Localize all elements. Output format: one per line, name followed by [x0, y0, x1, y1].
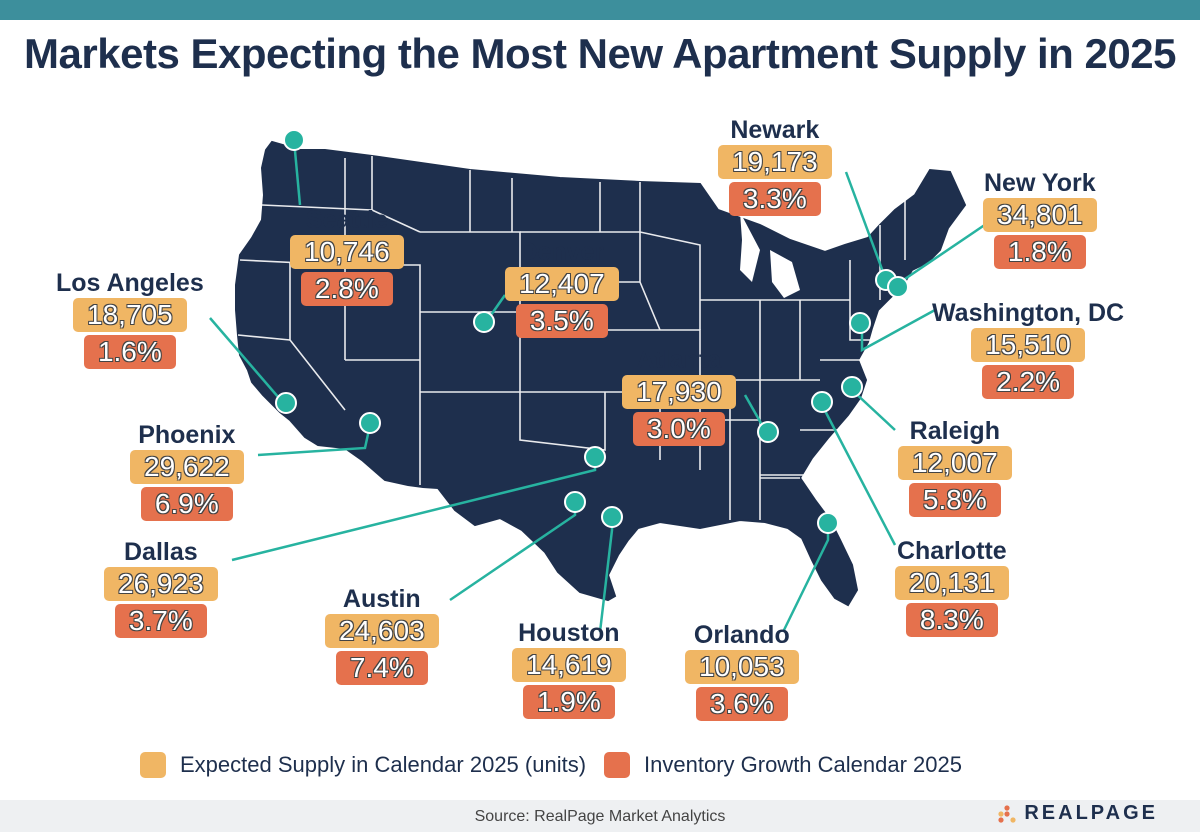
- city-name: Dallas: [123, 538, 198, 566]
- pin-atlanta: [757, 421, 779, 443]
- supply-badge: 29,622: [130, 450, 244, 484]
- growth-badge: 8.3%: [905, 603, 998, 637]
- realpage-dots-icon: [998, 804, 1016, 823]
- supply-badge: 34,801: [983, 198, 1097, 232]
- growth-badge: 1.6%: [83, 335, 176, 369]
- pin-dallas: [584, 446, 606, 468]
- pins: [275, 129, 909, 534]
- city-name: Houston: [518, 619, 620, 647]
- market-label-washington-dc: Washington, DC 15,510 2.2%: [932, 298, 1124, 399]
- legend: Expected Supply in Calendar 2025 (units)…: [140, 752, 962, 778]
- growth-badge: 5.8%: [908, 483, 1001, 517]
- city-name: Washington, DC: [932, 299, 1125, 327]
- supply-badge: 10,053: [685, 650, 799, 684]
- city-name: New York: [984, 169, 1096, 197]
- city-name: Phoenix: [138, 421, 236, 449]
- pin-houston: [601, 506, 623, 528]
- supply-badge: 19,173: [718, 145, 832, 179]
- leader-los-angeles: [209, 317, 286, 406]
- growth-badge: 6.9%: [140, 487, 233, 521]
- leader-newark: [844, 171, 888, 281]
- market-label-new-york: New York 34,801 1.8%: [983, 168, 1097, 269]
- leader-new-york: [895, 218, 993, 287]
- market-label-austin: Austin 24,603 7.4%: [325, 584, 439, 685]
- growth-badge: 2.2%: [982, 365, 1074, 399]
- market-label-phoenix: Phoenix 29,622 6.9%: [130, 420, 244, 521]
- growth-badge: 7.4%: [335, 651, 428, 685]
- city-name: Denver: [519, 238, 605, 266]
- brand-logo: REALPAGE: [996, 802, 1158, 825]
- supply-badge: 10,746: [290, 235, 404, 269]
- city-name: Raleigh: [909, 417, 1000, 445]
- market-label-raleigh: Raleigh 12,007 5.8%: [898, 416, 1012, 517]
- growth-badge: 2.8%: [300, 272, 393, 306]
- growth-badge: 3.5%: [515, 304, 608, 338]
- city-name: Atlanta: [636, 346, 722, 374]
- supply-badge: 15,510: [971, 328, 1085, 362]
- legend-growth-swatch: [604, 752, 631, 778]
- brand-name: REALPAGE: [1024, 802, 1158, 824]
- growth-badge: 3.0%: [632, 412, 725, 446]
- city-name: Los Angeles: [56, 269, 204, 297]
- growth-badge: 3.6%: [695, 687, 788, 721]
- city-name: Austin: [342, 585, 421, 613]
- supply-badge: 24,603: [325, 614, 439, 648]
- supply-badge: 18,705: [73, 298, 187, 332]
- pin-charlotte: [811, 391, 833, 413]
- market-label-newark: Newark 19,173 3.3%: [718, 115, 832, 216]
- legend-growth-label: Inventory Growth Calendar 2025: [644, 752, 962, 777]
- market-label-dallas: Dallas 26,923 3.7%: [104, 537, 218, 638]
- top-accent-bar: [0, 0, 1200, 20]
- pin-orlando: [817, 512, 839, 534]
- supply-badge: 26,923: [104, 567, 218, 601]
- market-label-atlanta: Atlanta 17,930 3.0%: [622, 345, 736, 446]
- market-label-seattle: Seattle 10,746 2.8%: [290, 205, 404, 306]
- market-label-charlotte: Charlotte 20,131 8.3%: [895, 536, 1009, 637]
- leader-charlotte: [820, 404, 897, 546]
- supply-badge: 14,619: [512, 648, 626, 682]
- great-lakes: [740, 212, 800, 298]
- market-label-orlando: Orlando 10,053 3.6%: [685, 620, 799, 721]
- growth-badge: 1.8%: [993, 235, 1086, 269]
- pin-seattle: [283, 129, 305, 151]
- market-label-houston: Houston 14,619 1.9%: [512, 618, 626, 719]
- city-name: Charlotte: [896, 537, 1007, 565]
- pin-phoenix: [359, 412, 381, 434]
- pin-austin: [564, 491, 586, 513]
- legend-supply-label: Expected Supply in Calendar 2025 (units): [180, 752, 587, 777]
- pin-washington-dc: [849, 312, 871, 334]
- footer: Source: RealPage Market Analytics REALPA…: [0, 800, 1200, 832]
- supply-badge: 12,007: [898, 446, 1012, 480]
- supply-badge: 12,407: [505, 267, 619, 301]
- source-note: Source: RealPage Market Analytics: [474, 808, 726, 825]
- pin-denver: [473, 311, 495, 333]
- city-name: Orlando: [693, 621, 790, 649]
- supply-badge: 17,930: [622, 375, 736, 409]
- pin-los-angeles: [275, 392, 297, 414]
- city-name: Seattle: [305, 206, 388, 234]
- leader-raleigh: [851, 389, 896, 431]
- growth-badge: 3.7%: [114, 604, 207, 638]
- market-label-los-angeles: Los Angeles 18,705 1.6%: [56, 268, 204, 369]
- city-name: Newark: [730, 116, 820, 144]
- page-title: Markets Expecting the Most New Apartment…: [24, 30, 1176, 77]
- pin-new-york: [887, 276, 909, 298]
- growth-badge: 1.9%: [522, 685, 615, 719]
- pin-raleigh: [841, 376, 863, 398]
- growth-badge: 3.3%: [728, 182, 821, 216]
- supply-badge: 20,131: [895, 566, 1009, 600]
- market-label-denver: Denver 12,407 3.5%: [505, 237, 619, 338]
- legend-supply-swatch: [140, 752, 166, 778]
